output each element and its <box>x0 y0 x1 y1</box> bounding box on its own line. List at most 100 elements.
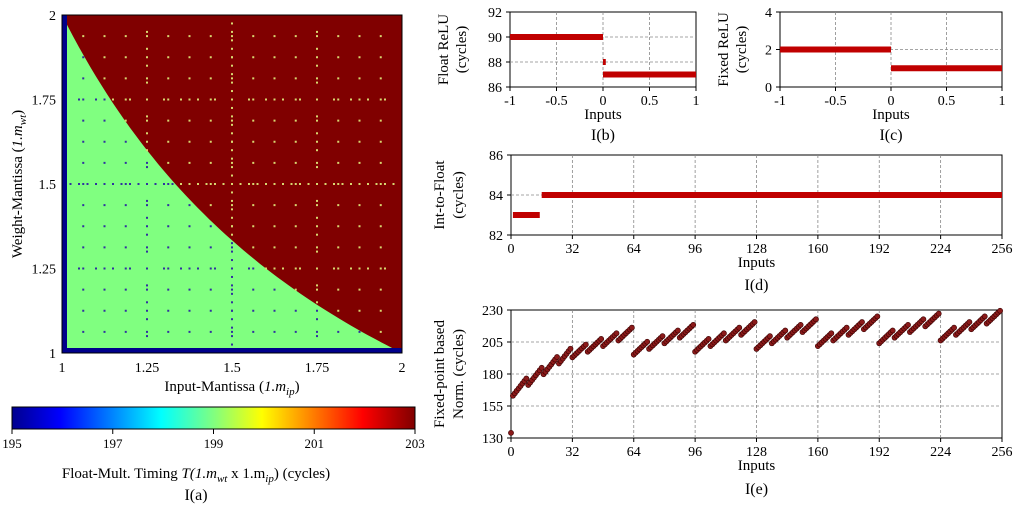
heat-dot <box>273 288 276 291</box>
heat-dot <box>273 140 276 143</box>
heat-dot <box>273 35 276 38</box>
panel-a: 1 1.25 1.5 1.75 2 1 1.25 1.5 1.75 2 Input-Mantis… <box>2 9 425 504</box>
heat-dot <box>379 246 382 249</box>
heat-dot <box>294 309 297 312</box>
heat-dot <box>209 309 212 312</box>
heat-dot <box>124 56 127 59</box>
heat-grid-dot <box>358 183 361 185</box>
heat-dot <box>209 183 212 185</box>
heat-dot <box>316 161 318 164</box>
heat-dot <box>146 204 148 207</box>
heat-dot <box>273 330 276 333</box>
heat-dot <box>358 204 361 207</box>
scatter-point <box>920 316 927 323</box>
heat-grid-dot <box>231 115 233 118</box>
x-axis-label: Inputs <box>872 107 910 123</box>
heat-grid-dot <box>333 98 335 101</box>
heat-dot <box>146 246 148 249</box>
scatter-point <box>782 327 789 334</box>
heatmap-edge-left <box>62 15 67 353</box>
colorbar <box>11 406 416 430</box>
heat-grid-dot <box>180 183 182 185</box>
a-x-tick-label: 1.25 <box>135 361 160 376</box>
heat-grid-dot <box>197 98 199 101</box>
y-tick-label: 90 <box>488 31 502 46</box>
heat-dot <box>252 225 255 228</box>
heat-dot <box>82 56 85 59</box>
heat-grid-dot <box>231 326 233 329</box>
x-axis-label: Inputs <box>584 107 622 123</box>
heat-dot <box>379 225 382 228</box>
heat-grid-dot <box>265 267 267 270</box>
heat-dot <box>82 119 85 122</box>
heat-dot <box>252 267 255 270</box>
heat-grid-dot <box>316 284 318 287</box>
x-tick-label: 256 <box>992 445 1013 460</box>
heat-dot <box>124 309 127 312</box>
heat-grid-dot <box>129 267 131 270</box>
heat-dot <box>209 77 212 80</box>
heat-grid-dot <box>316 64 318 67</box>
a-y-label: Weight-Mantissa (1.mwt) <box>10 110 29 258</box>
heat-dot <box>167 330 170 333</box>
heat-grid-dot <box>265 98 267 101</box>
heat-grid-dot <box>231 275 233 278</box>
heat-grid-dot <box>316 81 318 84</box>
heat-dot <box>188 330 191 333</box>
heat-dot <box>103 119 106 122</box>
scatter-point <box>751 319 758 325</box>
heat-grid-dot <box>146 132 148 135</box>
heat-grid-dot <box>146 216 148 219</box>
heat-grid-dot <box>316 183 318 185</box>
heat-grid-dot <box>299 98 301 101</box>
heatmap-edge-bottom <box>62 348 402 353</box>
heat-dot <box>316 77 318 80</box>
heat-dot <box>316 140 318 143</box>
scatter-point <box>797 321 804 328</box>
colorbar-tick-label: 203 <box>405 436 425 451</box>
heat-dot <box>273 77 276 80</box>
heat-grid-dot <box>129 183 131 185</box>
heat-dot <box>167 98 170 101</box>
heat-grid-dot <box>239 183 242 185</box>
heat-dot <box>337 98 340 101</box>
heat-dot <box>188 119 191 122</box>
heat-grid-dot <box>316 318 318 321</box>
heat-dot <box>167 267 170 270</box>
heat-grid-dot <box>163 98 165 101</box>
heat-grid-dot <box>103 183 106 185</box>
heat-dot <box>294 183 297 185</box>
heat-grid-dot <box>146 250 148 253</box>
heat-dot <box>358 77 361 80</box>
heat-dot <box>103 330 106 333</box>
heat-dot <box>379 77 382 80</box>
heat-dot <box>358 330 361 333</box>
heat-dot <box>358 309 361 312</box>
heat-dot <box>294 119 297 122</box>
heat-dot <box>146 330 148 333</box>
heat-dot <box>316 119 318 122</box>
heat-dot <box>124 267 127 270</box>
heat-dot <box>358 119 361 122</box>
x-tick-label: 224 <box>930 242 951 257</box>
heat-grid-dot <box>231 318 233 321</box>
heat-grid-dot <box>316 166 318 169</box>
colorbar-tick-label: 197 <box>103 436 123 451</box>
y-tick-label: 2 <box>765 44 772 59</box>
heat-dot <box>124 225 127 228</box>
heat-grid-dot <box>231 309 233 312</box>
heat-dot <box>337 246 340 249</box>
heat-dot <box>124 119 127 122</box>
heat-grid-dot <box>333 183 335 185</box>
scatter-point <box>598 336 605 342</box>
heat-dot <box>379 267 382 270</box>
heat-dot <box>316 225 318 228</box>
heat-dot <box>337 225 340 228</box>
heat-dot <box>124 77 127 80</box>
heat-dot <box>167 288 170 291</box>
heat-dot <box>273 225 276 228</box>
heat-dot <box>379 183 382 185</box>
scatter-point <box>997 307 1003 314</box>
heat-dot <box>124 161 127 164</box>
